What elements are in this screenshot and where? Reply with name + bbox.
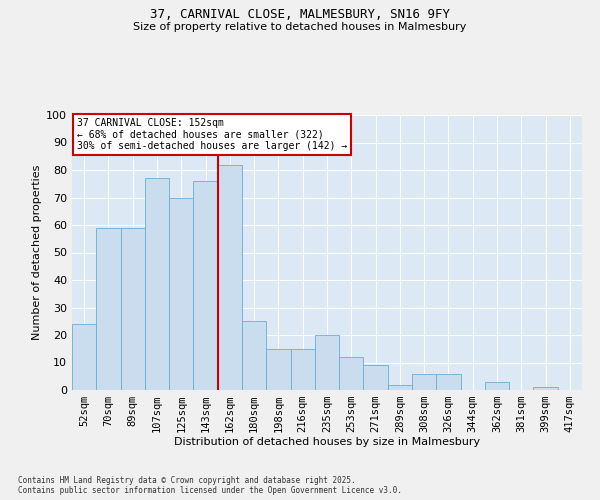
Bar xyxy=(388,384,412,390)
Bar xyxy=(242,322,266,390)
Bar xyxy=(533,387,558,390)
Text: Contains HM Land Registry data © Crown copyright and database right 2025.
Contai: Contains HM Land Registry data © Crown c… xyxy=(18,476,402,495)
Bar xyxy=(145,178,169,390)
Bar xyxy=(436,374,461,390)
Text: 37 CARNIVAL CLOSE: 152sqm
← 68% of detached houses are smaller (322)
30% of semi: 37 CARNIVAL CLOSE: 152sqm ← 68% of detac… xyxy=(77,118,347,151)
Bar xyxy=(290,349,315,390)
Bar xyxy=(266,349,290,390)
Bar xyxy=(72,324,96,390)
Bar xyxy=(121,228,145,390)
Bar xyxy=(485,382,509,390)
Bar xyxy=(193,181,218,390)
Bar xyxy=(169,198,193,390)
Bar xyxy=(339,357,364,390)
X-axis label: Distribution of detached houses by size in Malmesbury: Distribution of detached houses by size … xyxy=(174,436,480,446)
Text: Size of property relative to detached houses in Malmesbury: Size of property relative to detached ho… xyxy=(133,22,467,32)
Bar xyxy=(315,335,339,390)
Y-axis label: Number of detached properties: Number of detached properties xyxy=(32,165,42,340)
Bar xyxy=(96,228,121,390)
Bar xyxy=(364,365,388,390)
Bar xyxy=(218,164,242,390)
Text: 37, CARNIVAL CLOSE, MALMESBURY, SN16 9FY: 37, CARNIVAL CLOSE, MALMESBURY, SN16 9FY xyxy=(150,8,450,20)
Bar xyxy=(412,374,436,390)
